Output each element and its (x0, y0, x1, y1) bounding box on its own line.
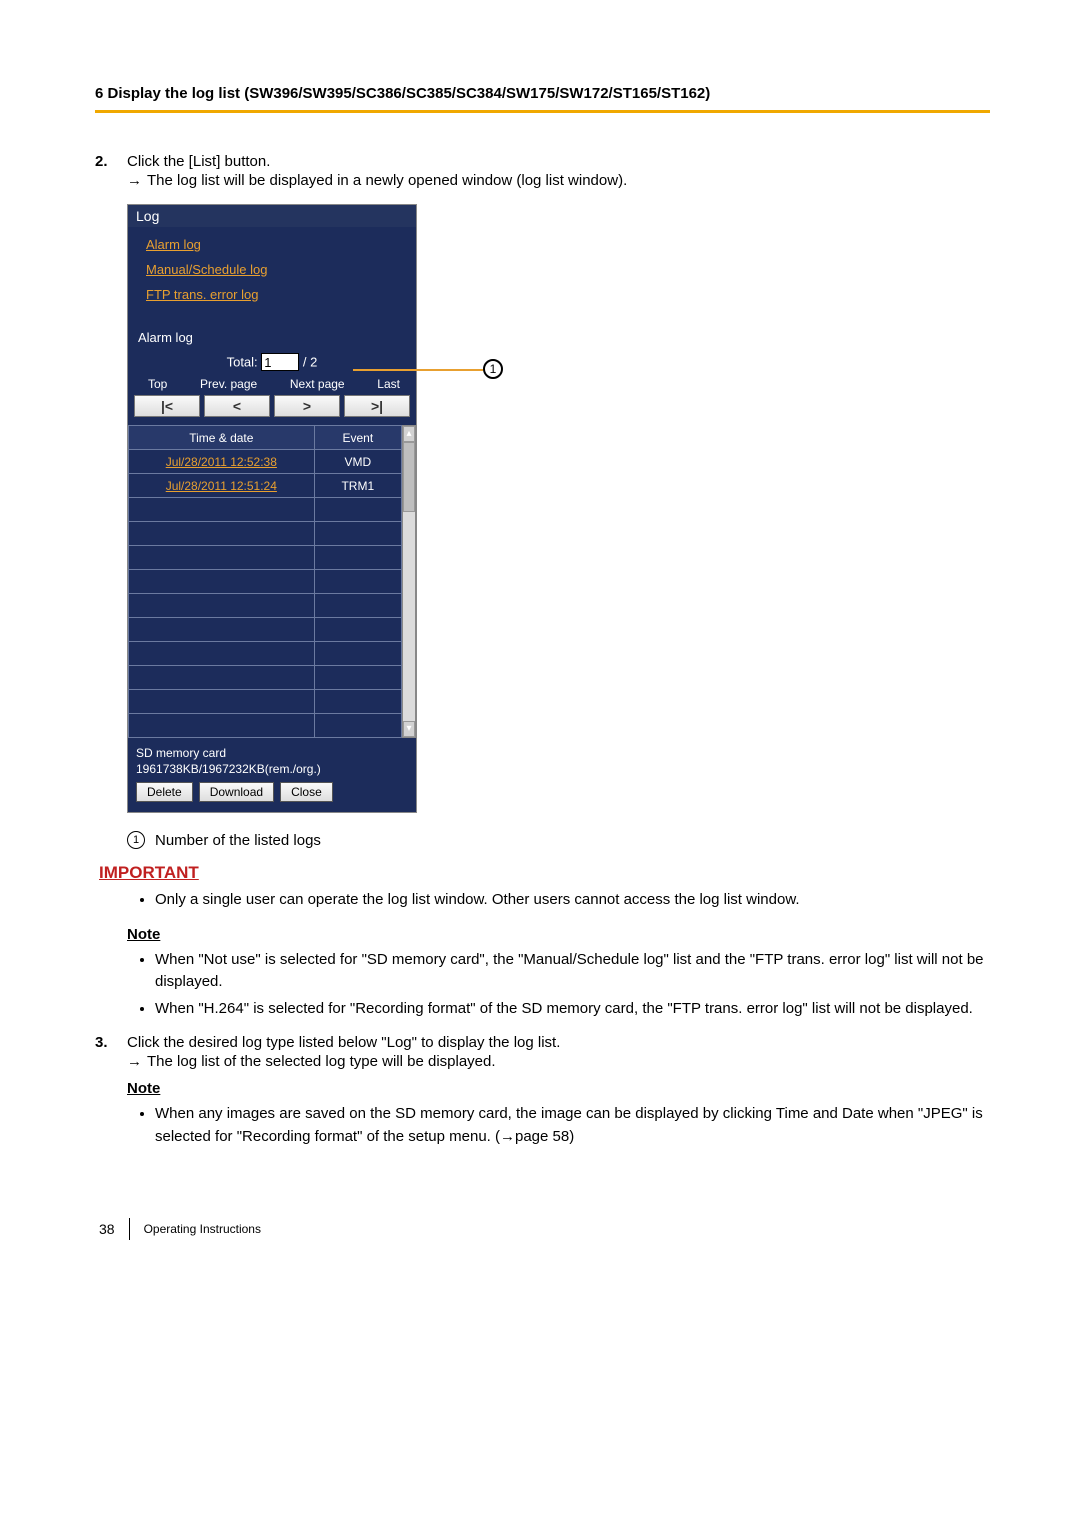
th-event: Event (314, 426, 401, 450)
download-button[interactable]: Download (199, 782, 274, 802)
close-button[interactable]: Close (280, 782, 333, 802)
table-row (129, 594, 402, 618)
th-time: Time & date (129, 426, 315, 450)
step-3-text: Click the desired log type listed below … (127, 1034, 560, 1051)
step-2-text: Click the [List] button. (127, 153, 270, 170)
log-time-link[interactable]: Jul/28/2011 12:52:38 (166, 455, 277, 469)
step-number-2: 2. (95, 153, 108, 170)
footer-divider (129, 1218, 130, 1240)
scrollbar[interactable]: ▴ ▾ (402, 425, 416, 738)
page-number: 38 (99, 1221, 115, 1237)
note-item: When "H.264" is selected for "Recording … (155, 998, 990, 1021)
link-manual-schedule-log[interactable]: Manual/Schedule log (146, 262, 398, 277)
delete-button[interactable]: Delete (136, 782, 193, 802)
window-title: Log (128, 205, 416, 227)
step-2-result: The log list will be displayed in a newl… (127, 172, 990, 189)
sd-memory: 1961738KB/1967232KB(rem./org.) (136, 762, 408, 776)
footer-label: Operating Instructions (144, 1222, 261, 1236)
table-row: Jul/28/2011 12:52:38 VMD (129, 450, 402, 474)
sd-label: SD memory card (136, 746, 408, 760)
label-next: Next page (290, 377, 345, 391)
note-heading: Note (127, 1080, 990, 1097)
legend-1-text: Number of the listed logs (155, 832, 321, 849)
link-ftp-trans-error-log[interactable]: FTP trans. error log (146, 287, 398, 302)
table-row (129, 642, 402, 666)
link-alarm-log[interactable]: Alarm log (146, 237, 398, 252)
log-table: Time & date Event Jul/28/2011 12:52:38 V… (128, 425, 402, 738)
table-row (129, 546, 402, 570)
total-label: Total: (227, 355, 258, 370)
chapter-heading: 6 Display the log list (SW396/SW395/SC38… (95, 85, 990, 113)
page-first-button[interactable]: |< (134, 395, 200, 417)
table-row (129, 666, 402, 690)
page-last-button[interactable]: >| (344, 395, 410, 417)
label-prev: Prev. page (200, 377, 257, 391)
note-heading: Note (127, 926, 990, 943)
scroll-down-icon[interactable]: ▾ (403, 721, 415, 737)
log-event-cell: TRM1 (314, 474, 401, 498)
section-label: Alarm log (128, 326, 416, 345)
scroll-thumb[interactable] (403, 442, 415, 512)
important-heading: IMPORTANT (99, 863, 990, 883)
page-prev-button[interactable]: < (204, 395, 270, 417)
step-number-3: 3. (95, 1034, 108, 1051)
log-time-link[interactable]: Jul/28/2011 12:51:24 (166, 479, 277, 493)
callout-line (353, 369, 483, 371)
scroll-up-icon[interactable]: ▴ (403, 426, 415, 442)
log-list-window: Log Alarm log Manual/Schedule log FTP tr… (127, 204, 417, 813)
note-item: When "Not use" is selected for "SD memor… (155, 949, 990, 994)
callout-1: 1 (483, 359, 503, 379)
table-row (129, 498, 402, 522)
table-row (129, 618, 402, 642)
step-3-result: The log list of the selected log type wi… (127, 1053, 990, 1070)
important-item: Only a single user can operate the log l… (155, 889, 990, 912)
total-suffix: / 2 (303, 355, 317, 370)
table-row (129, 522, 402, 546)
table-row (129, 690, 402, 714)
log-event-cell: VMD (314, 450, 401, 474)
table-row: Jul/28/2011 12:51:24 TRM1 (129, 474, 402, 498)
table-row (129, 570, 402, 594)
label-top: Top (148, 377, 167, 391)
note-item: When any images are saved on the SD memo… (155, 1103, 990, 1148)
label-last: Last (377, 377, 400, 391)
page-next-button[interactable]: > (274, 395, 340, 417)
table-row (129, 714, 402, 738)
scroll-track[interactable] (403, 512, 415, 721)
legend-marker-1: 1 (127, 831, 145, 849)
total-value-input[interactable] (261, 353, 299, 371)
